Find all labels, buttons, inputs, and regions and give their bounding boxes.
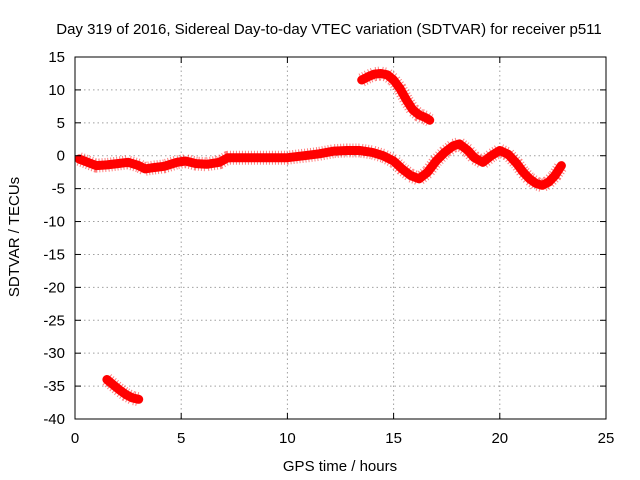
- data-point: [391, 158, 397, 164]
- x-tick-label: 20: [491, 430, 508, 447]
- data-point: [104, 162, 110, 168]
- data-point: [416, 176, 422, 182]
- data-point: [480, 159, 486, 165]
- data-point: [253, 155, 259, 161]
- data-point: [520, 169, 526, 175]
- y-tick-label: 15: [48, 49, 65, 66]
- data-point: [123, 392, 129, 398]
- data-point: [125, 159, 131, 165]
- data-point: [527, 176, 533, 182]
- data-point: [397, 86, 403, 92]
- data-layer: [74, 66, 568, 407]
- x-tick-label: 5: [177, 430, 185, 447]
- data-point: [378, 70, 384, 76]
- data-point: [136, 396, 142, 402]
- data-point: [380, 153, 386, 159]
- y-tick-label: -30: [43, 345, 65, 362]
- data-point: [539, 182, 545, 188]
- data-point: [425, 169, 431, 175]
- data-point: [450, 143, 456, 149]
- data-point: [136, 163, 142, 169]
- chart-title: Day 319 of 2016, Sidereal Day-to-day VTE…: [56, 21, 602, 38]
- data-point: [204, 161, 210, 167]
- data-point: [422, 115, 428, 121]
- data-point: [433, 158, 439, 164]
- data-point: [391, 77, 397, 83]
- axes: 0 5 10 15 20 25 15 10 5 0 -5 -10 -15 -20 -25 -30 -35 -40: [43, 49, 614, 447]
- data-point: [369, 149, 375, 155]
- y-tick-label: -10: [43, 214, 65, 231]
- data-point: [471, 155, 477, 161]
- y-tick-label: -40: [43, 411, 65, 428]
- data-point: [427, 117, 433, 123]
- x-tick-label: 15: [385, 430, 402, 447]
- data-point: [488, 153, 494, 159]
- data-point: [359, 77, 365, 83]
- data-point: [174, 159, 180, 165]
- data-point: [85, 159, 91, 165]
- data-point: [344, 147, 350, 153]
- data-point: [284, 155, 290, 161]
- data-point: [365, 74, 371, 80]
- data-point: [110, 382, 116, 388]
- data-point: [76, 156, 82, 162]
- data-point: [151, 165, 157, 171]
- data-point: [403, 97, 409, 103]
- data-point: [114, 161, 120, 167]
- data-point: [546, 179, 552, 185]
- y-tick-label: 0: [57, 148, 65, 165]
- data-point: [410, 107, 416, 113]
- data-point: [465, 147, 471, 153]
- x-tick-label: 25: [598, 430, 615, 447]
- data-point: [497, 147, 503, 153]
- data-point: [357, 147, 363, 153]
- data-point: [117, 387, 123, 393]
- data-point: [182, 158, 188, 164]
- y-tick-label: -15: [43, 246, 65, 263]
- data-point: [301, 153, 307, 159]
- data-point: [104, 377, 110, 383]
- data-point: [371, 71, 377, 77]
- data-point: [193, 161, 199, 167]
- data-point: [161, 163, 167, 169]
- x-axis-label: GPS time / hours: [283, 458, 397, 475]
- data-point: [238, 155, 244, 161]
- data-point: [331, 148, 337, 154]
- data-point: [408, 172, 414, 178]
- y-tick-label: -5: [52, 181, 65, 198]
- data-point: [225, 155, 231, 161]
- data-point: [384, 72, 390, 78]
- y-tick-label: -20: [43, 279, 65, 296]
- data-point: [267, 155, 273, 161]
- plot-frame: [74, 56, 607, 420]
- data-point: [216, 159, 222, 165]
- data-point: [552, 172, 558, 178]
- y-axis-label: SDTVAR / TECUs: [6, 177, 23, 297]
- data-point: [533, 180, 539, 186]
- x-tick-label: 10: [279, 430, 296, 447]
- y-tick-label: -35: [43, 378, 65, 395]
- data-point: [505, 151, 511, 157]
- data-point: [514, 161, 520, 167]
- data-point: [416, 112, 422, 118]
- data-point: [456, 141, 462, 147]
- gridlines: [75, 57, 606, 419]
- data-point: [442, 149, 448, 155]
- data-point: [558, 163, 564, 169]
- data-point: [142, 166, 148, 172]
- x-tick-label: 0: [71, 430, 79, 447]
- data-point: [129, 395, 135, 401]
- y-tick-label: 5: [57, 115, 65, 132]
- y-tick-label: -25: [43, 312, 65, 329]
- y-tick-label: 10: [48, 82, 65, 99]
- data-point: [316, 151, 322, 157]
- data-point: [399, 166, 405, 172]
- data-point: [93, 163, 99, 169]
